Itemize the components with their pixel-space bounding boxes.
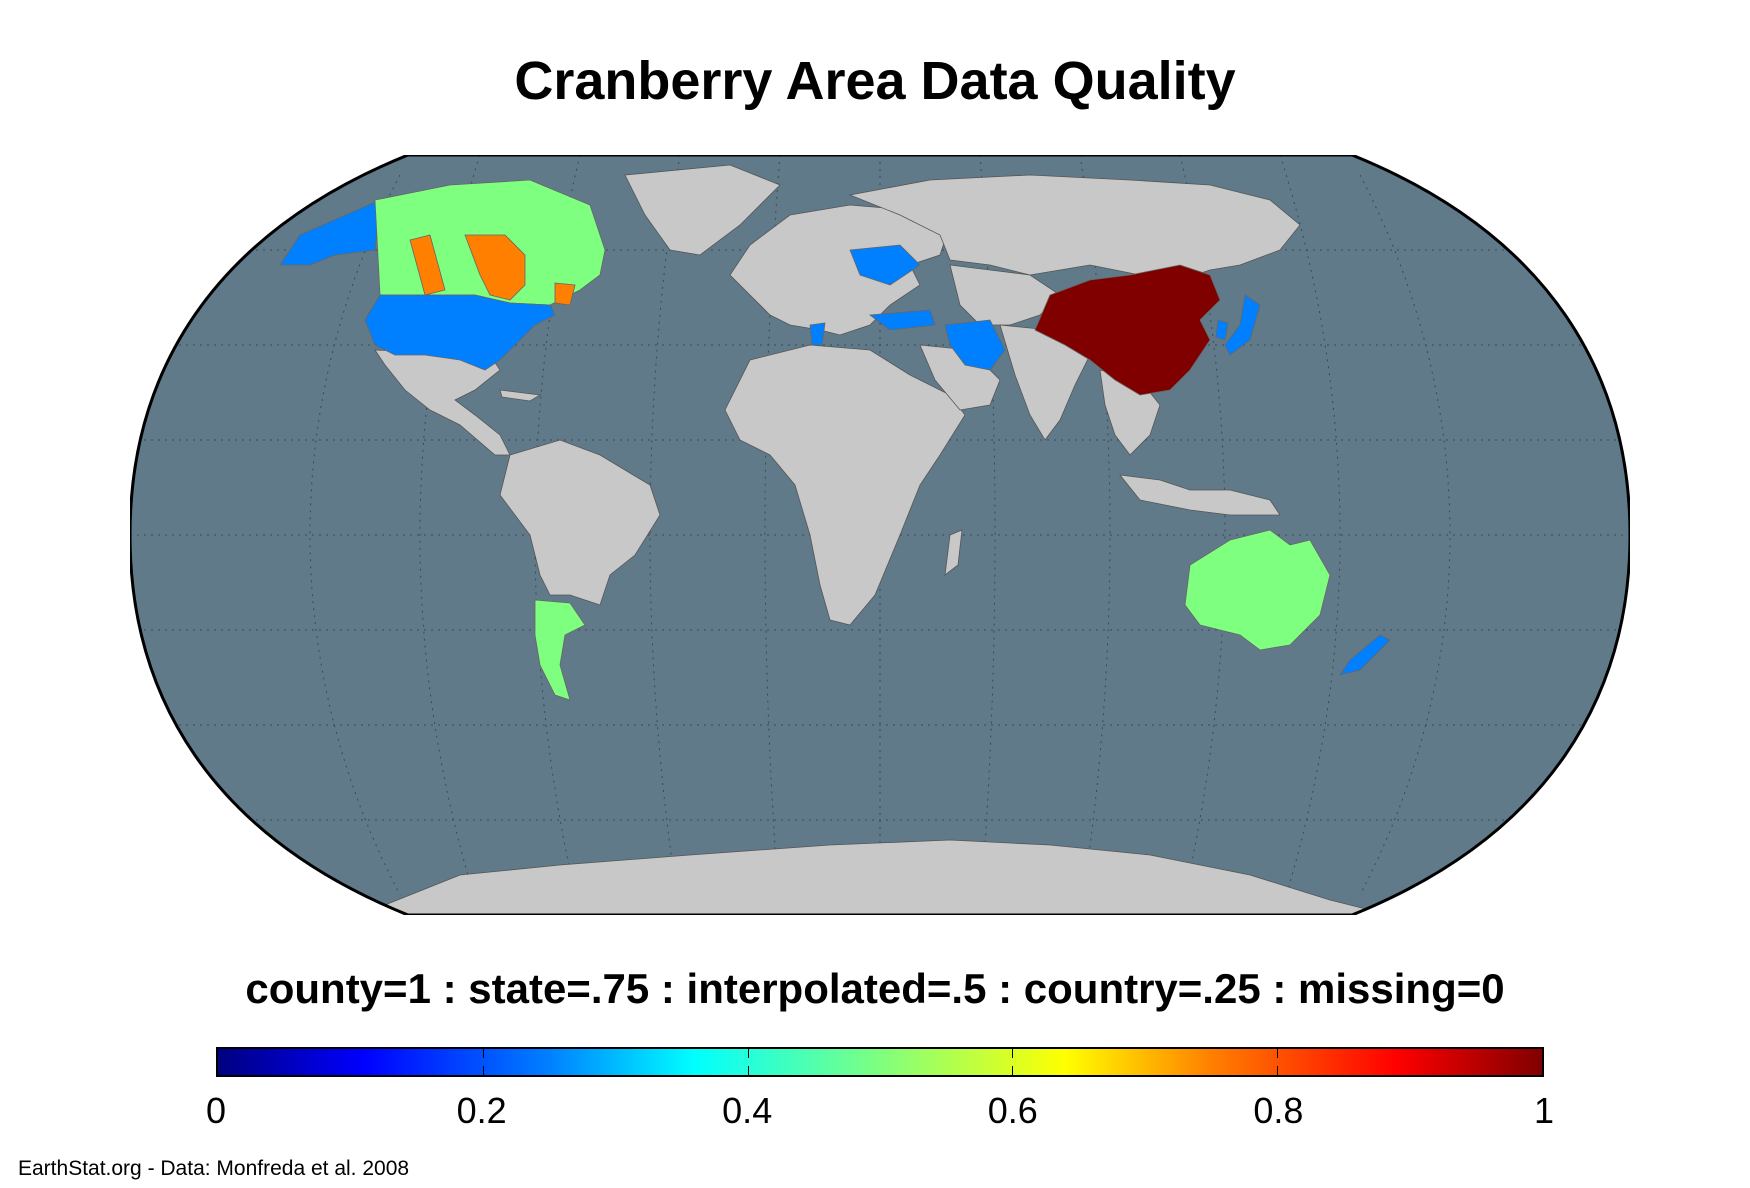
- region-australia: [1184, 529, 1331, 651]
- madagascar: [944, 529, 963, 576]
- region-canada-provinces: [409, 234, 446, 296]
- data-regions: [279, 179, 1391, 701]
- region-argentina: [534, 599, 586, 701]
- europe: [729, 204, 951, 336]
- mexico: [374, 349, 511, 456]
- region-china: [1034, 264, 1221, 396]
- region-turkey: [868, 309, 936, 331]
- colorbar-tick-mark: [747, 1049, 749, 1058]
- region-canada-provinces-2: [464, 234, 526, 301]
- greenland: [624, 164, 781, 256]
- region-usa: [364, 294, 556, 371]
- data-credit: EarthStat.org - Data: Monfreda et al. 20…: [18, 1157, 410, 1180]
- antarctica: [359, 839, 1391, 915]
- colorbar-tick-label: 1: [1533, 1090, 1555, 1131]
- colorbar: [216, 1047, 1544, 1077]
- russia: [848, 174, 1301, 281]
- colorbar-tick-mark: [482, 1066, 484, 1075]
- colorbar-tick-mark: [1012, 1049, 1014, 1058]
- region-canada-provinces-3: [554, 282, 576, 306]
- world-map-svg: [128, 153, 1632, 917]
- central-asia: [949, 264, 1061, 326]
- colorbar-tick-mark: [1012, 1066, 1014, 1075]
- region-algeria: [809, 322, 826, 346]
- colorbar-tick-mark: [747, 1066, 749, 1075]
- legend-caption: county=1 : state=.75 : interpolated=.5 :…: [245, 965, 1505, 1012]
- colorbar-tick-label: 0.6: [987, 1090, 1038, 1131]
- region-japan: [1224, 294, 1261, 356]
- region-iran: [944, 319, 1006, 371]
- land-no-data: [359, 164, 1391, 915]
- colorbar-tick-label: 0.4: [722, 1090, 773, 1131]
- region-korea: [1215, 319, 1229, 341]
- south-america: [499, 439, 661, 606]
- cuba: [499, 389, 542, 402]
- colorbar-tick-mark: [482, 1049, 484, 1058]
- world-map: [128, 153, 1632, 917]
- region-new-zealand: [1339, 634, 1391, 676]
- colorbar-tick-label: 0: [205, 1090, 227, 1131]
- colorbar-tick-mark: [1277, 1066, 1279, 1075]
- map-title: Cranberry Area Data Quality: [514, 51, 1236, 111]
- region-ukraine: [849, 244, 921, 286]
- africa: [724, 344, 966, 626]
- colorbar-tick-mark: [1277, 1049, 1279, 1058]
- indonesia: [1119, 474, 1281, 516]
- colorbar-tick-label: 0.8: [1253, 1090, 1304, 1131]
- colorbar-tick-label: 0.2: [456, 1090, 507, 1131]
